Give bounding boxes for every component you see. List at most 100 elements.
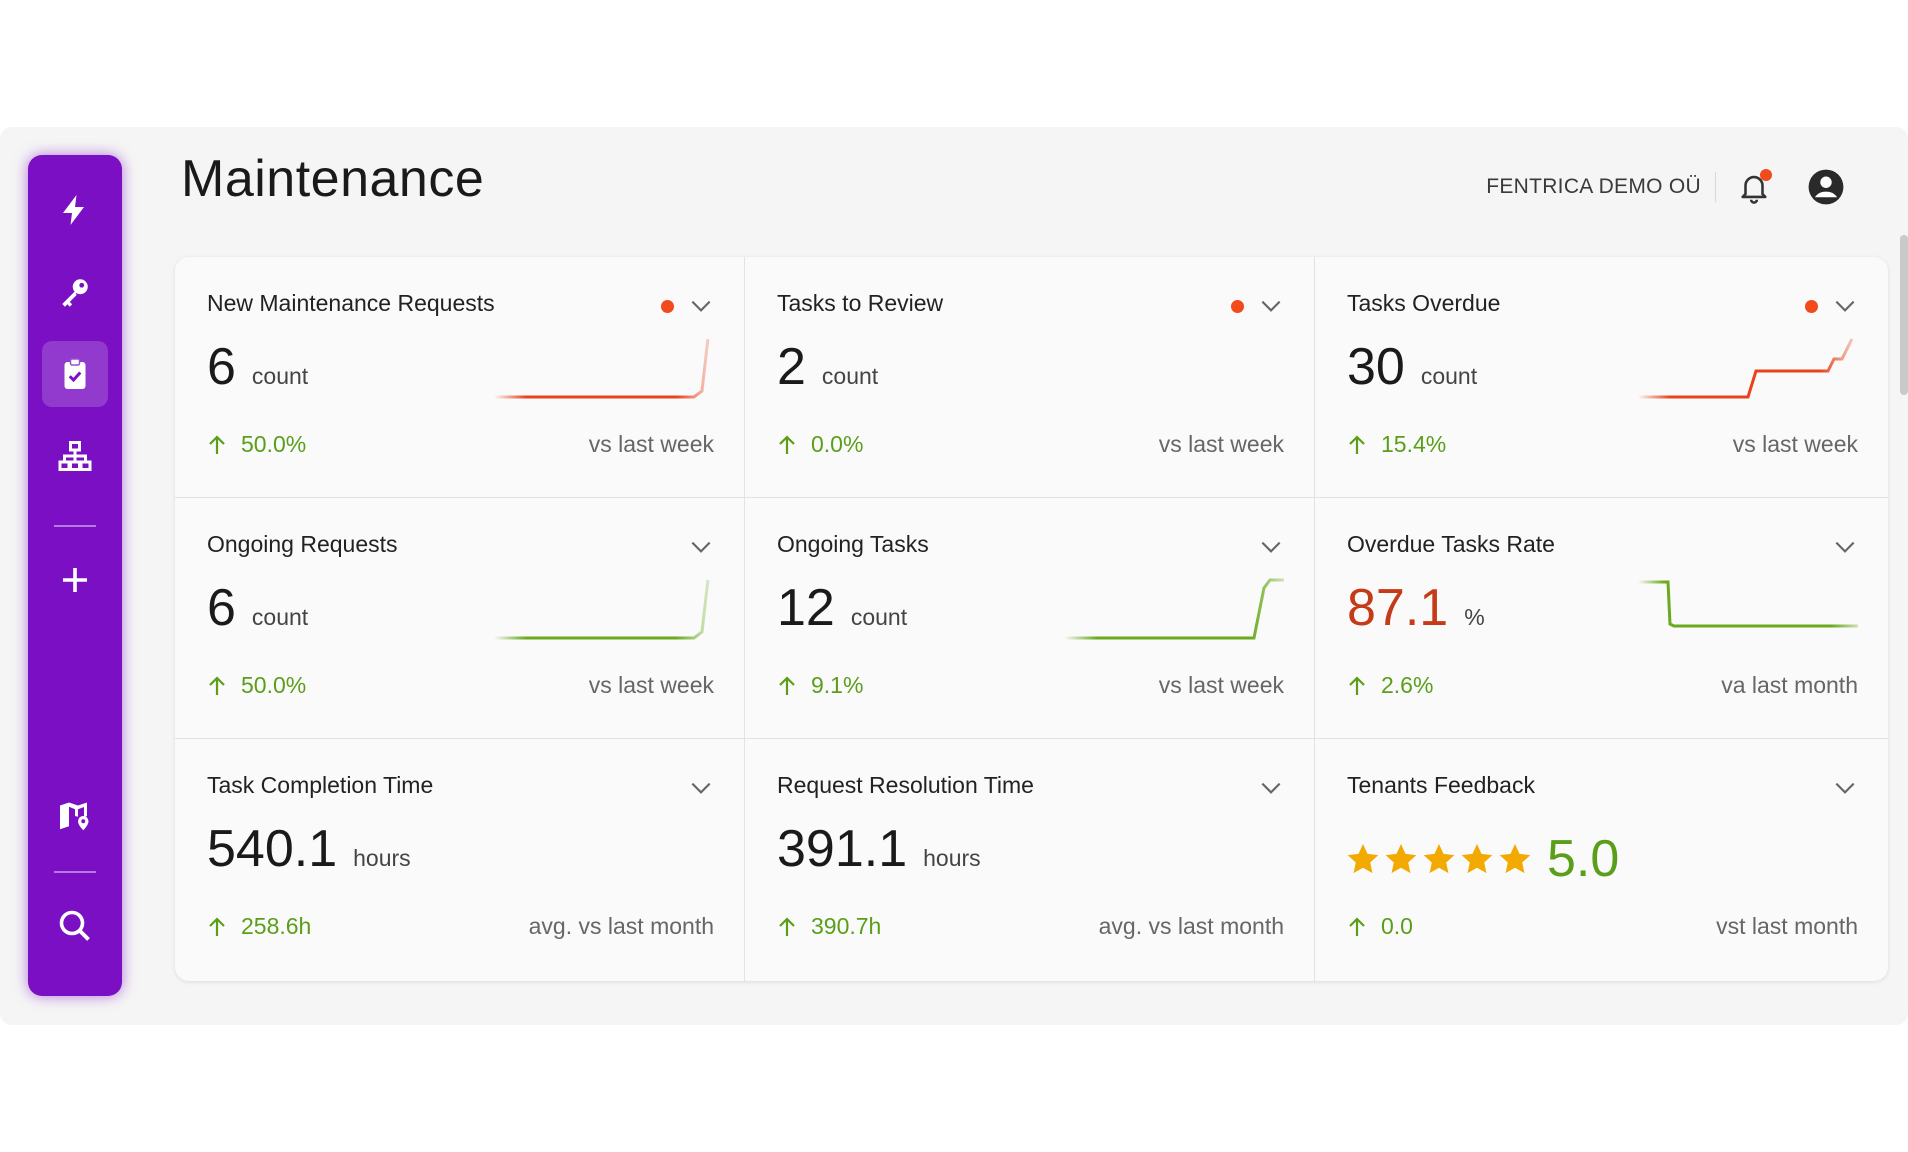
metric: 391.1 hours — [777, 819, 981, 879]
metric-unit: count — [251, 363, 309, 389]
star-icon — [1385, 844, 1417, 874]
chevron-down-icon[interactable] — [1258, 534, 1284, 560]
kpi-card-tasks-overdue[interactable]: Tasks Overdue 30 count 15.4% vs last wee… — [1315, 257, 1888, 498]
metric-value: 2 — [777, 338, 806, 396]
chevron-down-icon[interactable] — [688, 293, 714, 319]
clipboard-check-icon — [64, 358, 86, 389]
sidebar-item-add[interactable] — [42, 547, 108, 613]
map-pin-icon — [60, 802, 89, 831]
chevron-down-icon[interactable] — [1832, 775, 1858, 801]
change-value: 9.1% — [811, 672, 864, 698]
sidebar-item-map[interactable] — [42, 783, 108, 849]
change-indicator: 50.0% — [205, 431, 306, 458]
arrow-up-icon — [209, 675, 225, 695]
lightning-icon — [63, 195, 84, 225]
metric-value: 540.1 — [207, 820, 338, 878]
change-indicator: 50.0% — [205, 672, 306, 699]
metric-value: 391.1 — [777, 820, 908, 878]
kpi-card-tenants-feedback[interactable]: Tenants Feedback 5.0 0.0 vst last month — [1315, 739, 1888, 981]
kpi-card-task-completion-time[interactable]: Task Completion Time 540.1 hours 258.6h … — [175, 739, 745, 981]
user-avatar-button[interactable] — [1806, 167, 1846, 207]
app-window: Maintenance FENTRICA DEMO OÜ New Mainten… — [0, 127, 1908, 1025]
organization-selector[interactable]: FENTRICA DEMO OÜ — [1486, 172, 1716, 202]
arrow-up-icon — [779, 675, 795, 695]
change-indicator: 0.0 — [1345, 913, 1413, 940]
notification-badge — [1760, 169, 1772, 181]
network-icon — [58, 441, 92, 471]
sidebar-item-maintenance[interactable] — [42, 341, 108, 407]
alert-dot — [1805, 300, 1818, 313]
chevron-down-icon[interactable] — [1258, 775, 1284, 801]
alert-dot — [661, 300, 674, 313]
change-indicator: 0.0% — [775, 431, 863, 458]
card-title: Overdue Tasks Rate — [1347, 531, 1555, 557]
compare-label: vs last week — [1158, 672, 1284, 698]
change-value: 2.6% — [1381, 672, 1434, 698]
search-icon — [59, 910, 90, 941]
star-icon — [1461, 844, 1493, 874]
change-value: 15.4% — [1381, 431, 1447, 457]
card-title: Ongoing Tasks — [777, 531, 929, 557]
sidebar-item-access[interactable] — [42, 259, 108, 325]
sidebar-item-network[interactable] — [42, 423, 108, 489]
metric-value: 6 — [207, 338, 236, 396]
metric-unit: hours — [923, 845, 981, 871]
metric: 6 count — [207, 578, 308, 638]
metric-unit: count — [1420, 363, 1478, 389]
arrow-up-icon — [1349, 916, 1365, 936]
arrow-up-icon — [1349, 675, 1365, 695]
card-title: Ongoing Requests — [207, 531, 398, 557]
kpi-card-ongoing-requests[interactable]: Ongoing Requests 6 count 50.0% vs last w… — [175, 498, 745, 739]
sidebar-divider — [54, 525, 96, 527]
metric: 12 count — [777, 578, 907, 638]
page-scrollbar[interactable] — [1900, 235, 1908, 395]
metric-unit: count — [251, 604, 309, 630]
sparkline — [494, 338, 710, 399]
chevron-down-icon[interactable] — [1832, 293, 1858, 319]
chevron-down-icon[interactable] — [688, 775, 714, 801]
kpi-card-request-resolution-time[interactable]: Request Resolution Time 391.1 hours 390.… — [745, 739, 1315, 981]
change-indicator: 390.7h — [775, 913, 881, 940]
star-rating: 5.0 — [1345, 829, 1619, 889]
change-indicator: 258.6h — [205, 913, 311, 940]
arrow-up-icon — [779, 916, 795, 936]
chevron-down-icon[interactable] — [1258, 293, 1284, 319]
compare-label: vs last week — [588, 672, 714, 698]
change-value: 258.6h — [241, 913, 312, 939]
kpi-card-tasks-to-review[interactable]: Tasks to Review 2 count 0.0% vs last wee… — [745, 257, 1315, 498]
notifications-button[interactable] — [1734, 167, 1774, 207]
kpi-card-ongoing-tasks[interactable]: Ongoing Tasks 12 count 9.1% vs last week — [745, 498, 1315, 739]
chevron-down-icon[interactable] — [688, 534, 714, 560]
arrow-up-icon — [1349, 434, 1365, 454]
card-title: Task Completion Time — [207, 772, 434, 798]
kpi-grid: New Maintenance Requests 6 count 50.0% v… — [175, 257, 1888, 981]
star-icon — [1499, 844, 1531, 874]
metric: 30 count — [1347, 337, 1477, 397]
sidebar-divider — [54, 871, 96, 873]
sparkline — [1638, 580, 1858, 628]
alert-dot — [1231, 300, 1244, 313]
metric-value: 12 — [777, 579, 835, 637]
card-title: Tasks to Review — [777, 290, 944, 316]
kpi-card-new-maintenance-requests[interactable]: New Maintenance Requests 6 count 50.0% v… — [175, 257, 745, 498]
sidebar-item-energy[interactable] — [42, 177, 108, 243]
plus-icon — [63, 568, 87, 592]
kpi-card-overdue-tasks-rate[interactable]: Overdue Tasks Rate 87.1 % 2.6% va last m… — [1315, 498, 1888, 739]
star-icon — [1347, 844, 1379, 874]
sidebar-item-search[interactable] — [42, 893, 108, 959]
arrow-up-icon — [209, 916, 225, 936]
header-actions: FENTRICA DEMO OÜ — [1486, 157, 1846, 217]
sparkline — [1638, 338, 1854, 399]
compare-label: vs last week — [1732, 431, 1858, 457]
bell-icon — [1741, 175, 1767, 204]
metric-unit: hours — [353, 845, 411, 871]
chevron-down-icon[interactable] — [1832, 534, 1858, 560]
change-value: 0.0% — [811, 431, 864, 457]
compare-label: vs last week — [1158, 431, 1284, 457]
change-indicator: 9.1% — [775, 672, 863, 699]
change-indicator: 2.6% — [1345, 672, 1433, 699]
arrow-up-icon — [779, 434, 795, 454]
change-value: 390.7h — [811, 913, 882, 939]
change-indicator: 15.4% — [1345, 431, 1446, 458]
compare-label: va last month — [1721, 672, 1858, 698]
